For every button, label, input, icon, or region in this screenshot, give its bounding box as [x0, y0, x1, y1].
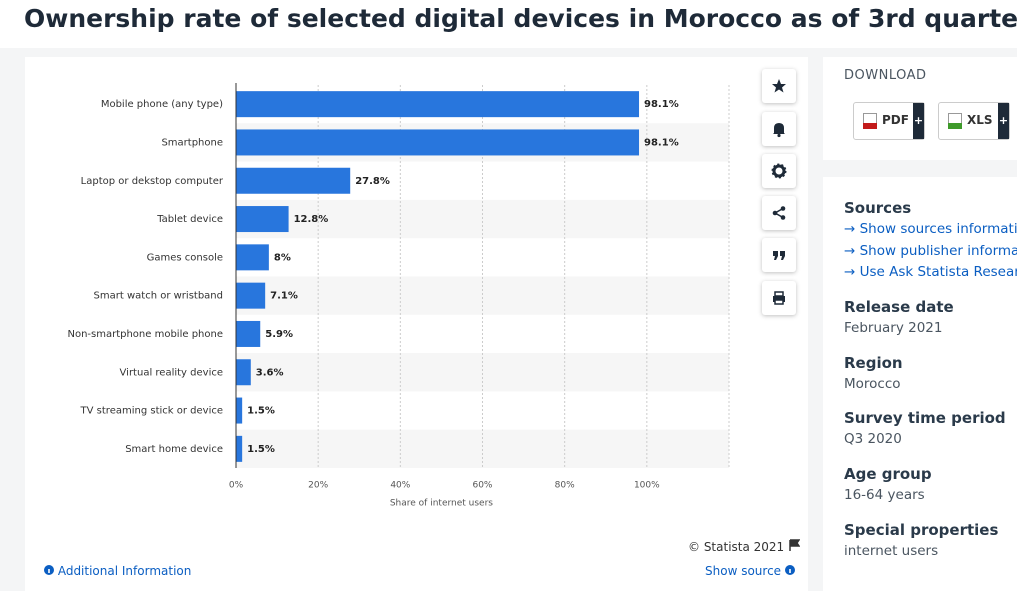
- value-label: 27.8%: [355, 176, 390, 187]
- detail-label: Survey time period: [844, 409, 1006, 428]
- category-label: TV streaming stick or device: [80, 406, 223, 417]
- bar: [236, 91, 640, 118]
- bar: [236, 282, 266, 309]
- detail-value: Morocco: [844, 375, 901, 392]
- detail-label: Special properties: [844, 520, 999, 539]
- bar: [236, 167, 351, 194]
- x-tick-label: 40%: [390, 481, 410, 491]
- show-source-text: Show source: [705, 564, 782, 578]
- download-title: DOWNLOAD: [844, 68, 927, 83]
- source-link[interactable]: → Use Ask Statista Research Service: [844, 264, 1017, 280]
- value-label: 98.1%: [644, 99, 679, 110]
- copyright-text: © Statista 2021: [688, 540, 785, 554]
- category-label: Virtual reality device: [120, 367, 223, 378]
- detail-value: 16-64 years: [844, 487, 925, 504]
- source-link[interactable]: → Show publisher information: [844, 242, 1017, 259]
- pdf-label: PDF: [882, 113, 909, 127]
- chart: 0% 20% 40% 60% 80% 100% Share of internet user…: [67, 83, 730, 509]
- category-label: Non-smartphone mobile phone: [67, 329, 223, 340]
- value-label: 5.9%: [265, 329, 293, 340]
- print-button[interactable]: [762, 281, 796, 315]
- x-axis-title: Share of internet users: [390, 499, 493, 509]
- detail-value: February 2021: [844, 320, 943, 336]
- plus: +: [998, 103, 1009, 139]
- details-panel: [823, 177, 1017, 591]
- settings-button[interactable]: [762, 154, 796, 188]
- notify-button[interactable]: [762, 112, 796, 146]
- bar: [236, 397, 243, 424]
- additional-info-text: Additional Information: [57, 564, 192, 578]
- detail-label: Region: [844, 353, 903, 372]
- value-label: 7.1%: [270, 291, 298, 302]
- x-tick-label: 0%: [229, 481, 244, 491]
- xls-button[interactable]: XLS +: [938, 102, 1010, 140]
- category-label: Smartphone: [161, 137, 223, 148]
- info-icon: [784, 565, 795, 575]
- value-label: 98.1%: [644, 137, 679, 148]
- value-label: 8%: [274, 252, 291, 263]
- source-link[interactable]: → Show sources information: [844, 221, 1017, 237]
- plus: +: [913, 103, 924, 139]
- x-tick-label: 80%: [555, 481, 575, 491]
- detail-label: Release date: [844, 298, 954, 316]
- header: [0, 0, 1017, 48]
- value-label: 1.5%: [247, 444, 275, 455]
- bar: [236, 129, 640, 156]
- bar: [236, 359, 251, 386]
- x-tick-label: 60%: [472, 481, 492, 491]
- bar: [236, 244, 269, 271]
- pdf-icon: [863, 113, 877, 129]
- page-title: Ownership rate of selected digital devic…: [24, 4, 1017, 33]
- info-icon: [44, 565, 54, 575]
- bar: [236, 320, 261, 347]
- favorite-button[interactable]: [762, 69, 796, 103]
- flag-icon: [789, 539, 801, 551]
- category-label: Laptop or dekstop computer: [81, 176, 224, 187]
- pdf-button[interactable]: PDF +: [853, 102, 925, 140]
- x-tick-label: 20%: [308, 481, 328, 491]
- detail-value: internet users: [844, 542, 939, 559]
- show-source-link[interactable]: Show source: [705, 564, 795, 578]
- xls-icon: [948, 113, 962, 129]
- share-button[interactable]: [762, 196, 796, 230]
- bar: [236, 206, 289, 233]
- copyright: © Statista 2021: [688, 539, 801, 554]
- value-label: 12.8%: [294, 214, 329, 225]
- cite-button[interactable]: [762, 238, 796, 272]
- value-label: 3.6%: [256, 367, 284, 378]
- category-label: Tablet device: [156, 214, 223, 225]
- category-label: Mobile phone (any type): [101, 99, 223, 110]
- value-label: 1.5%: [247, 406, 275, 417]
- detail-label: Age group: [844, 465, 932, 484]
- sources-title: Sources: [844, 199, 912, 217]
- detail-value: Q3 2020: [844, 431, 902, 448]
- chart-panel: 0% 20% 40% 60% 80% 100% Share of internet user…: [25, 57, 808, 591]
- category-label: Smart watch or wristband: [94, 291, 223, 302]
- bar: [236, 435, 243, 462]
- additional-info-link[interactable]: Additional Information: [44, 564, 191, 578]
- category-label: Games console: [147, 252, 223, 263]
- x-tick-label: 100%: [634, 481, 660, 491]
- xls-label: XLS: [967, 113, 993, 127]
- category-label: Smart home device: [125, 444, 223, 455]
